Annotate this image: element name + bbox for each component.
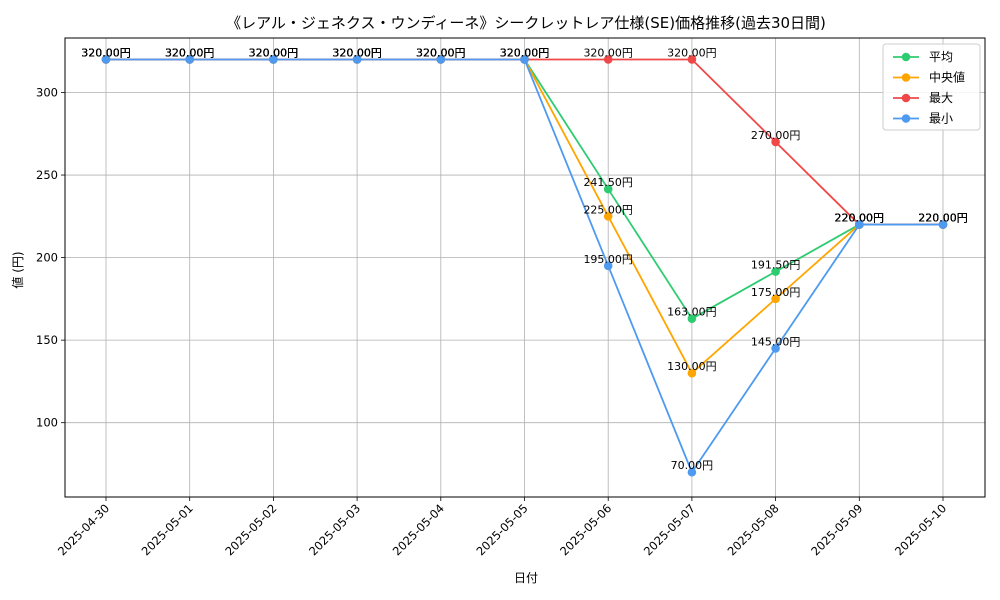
data-label: 320.00円 [500, 46, 550, 59]
data-label: 225.00円 [583, 203, 633, 216]
y-tick-label: 250 [36, 168, 58, 182]
data-label: 320.00円 [249, 46, 299, 59]
data-label: 320.00円 [81, 46, 131, 59]
data-label: 163.00円 [667, 306, 717, 319]
data-label: 320.00円 [165, 46, 215, 59]
data-point [938, 220, 948, 229]
data-label: 195.00円 [583, 253, 633, 266]
data-point [687, 55, 697, 64]
legend-entry: 最小 [929, 112, 953, 126]
data-label: 320.00円 [416, 46, 466, 59]
data-point [520, 55, 529, 64]
data-label: 220.00円 [918, 212, 968, 225]
data-label: 320.00円 [332, 46, 382, 59]
data-label: 320.00円 [500, 46, 550, 59]
data-label: 320.00円 [81, 46, 131, 59]
data-point [771, 344, 780, 353]
data-label: 191.50円 [751, 259, 801, 272]
legend-swatch-marker [901, 52, 911, 62]
data-point [603, 55, 613, 64]
data-label: 220.00円 [835, 212, 885, 225]
data-label: 241.50円 [583, 176, 633, 189]
plot-frame [64, 37, 986, 498]
data-label: 320.00円 [165, 46, 215, 59]
data-label: 270.00円 [751, 129, 801, 142]
data-labels: 320.00円 320.00円 320.00円 320.00円 320.00円 320.0… [81, 46, 968, 472]
y-tick-label: 150 [36, 333, 58, 347]
data-label: 220.00円 [918, 212, 968, 225]
data-label: 320.00円 [500, 46, 550, 59]
data-point [687, 314, 697, 323]
legend-box [882, 43, 981, 131]
data-label: 320.00円 [165, 46, 215, 59]
data-label: 320.00円 [165, 46, 215, 59]
data-point [352, 55, 362, 64]
data-label: 220.00円 [918, 212, 968, 225]
data-label: 320.00円 [332, 46, 382, 59]
data-label: 320.00円 [667, 46, 717, 59]
chart-title: 《レアル・ジェネクス・ウンディーネ》シークレットレア仕様(SE)価格推移(過去3… [226, 14, 826, 32]
data-label: 320.00円 [249, 46, 299, 59]
data-label: 320.00円 [249, 46, 299, 59]
y-tick-label: 300 [36, 85, 58, 99]
data-label: 145.00円 [751, 335, 801, 348]
data-label: 320.00円 [416, 46, 466, 59]
legend-swatch-marker [901, 93, 911, 103]
data-label: 175.00円 [751, 286, 801, 299]
legend-swatch-marker [901, 73, 911, 82]
data-point [687, 368, 697, 378]
x-axis-label: 日付 [514, 571, 538, 585]
data-point [855, 220, 864, 229]
data-point [603, 212, 613, 221]
y-axis-label: 値 (円) [10, 251, 25, 288]
data-label: 320.00円 [332, 46, 382, 59]
data-point [603, 184, 613, 194]
data-point [603, 261, 613, 271]
y-tick-label: 100 [36, 416, 58, 430]
legend-entry: 平均 [929, 50, 953, 64]
data-point [269, 55, 278, 64]
gridlines [65, 38, 985, 497]
data-label: 70.00円 [671, 459, 714, 472]
data-label: 220.00円 [835, 212, 885, 225]
data-point [185, 55, 194, 64]
data-label: 220.00円 [918, 212, 968, 225]
legend-entry: 中央値 [929, 70, 965, 85]
legend-entry: 最大 [929, 91, 953, 105]
data-label: 220.00円 [835, 212, 885, 225]
data-label: 320.00円 [81, 46, 131, 59]
data-point [771, 294, 780, 304]
data-label: 320.00円 [81, 46, 131, 59]
data-label: 320.00円 [583, 46, 633, 59]
data-point [101, 55, 111, 64]
series-lines [101, 55, 948, 477]
data-label: 320.00円 [332, 46, 382, 59]
data-point [687, 467, 697, 477]
data-point [771, 137, 780, 147]
data-point [436, 55, 446, 64]
data-label: 320.00円 [249, 46, 299, 59]
data-label: 320.00円 [416, 46, 466, 59]
y-tick-label: 200 [36, 251, 58, 265]
data-label: 130.00円 [667, 360, 717, 373]
data-label: 220.00円 [835, 212, 885, 225]
data-label: 320.00円 [500, 46, 550, 59]
data-point [771, 267, 780, 276]
data-label: 320.00円 [416, 46, 466, 59]
legend-swatch-marker [901, 114, 911, 123]
